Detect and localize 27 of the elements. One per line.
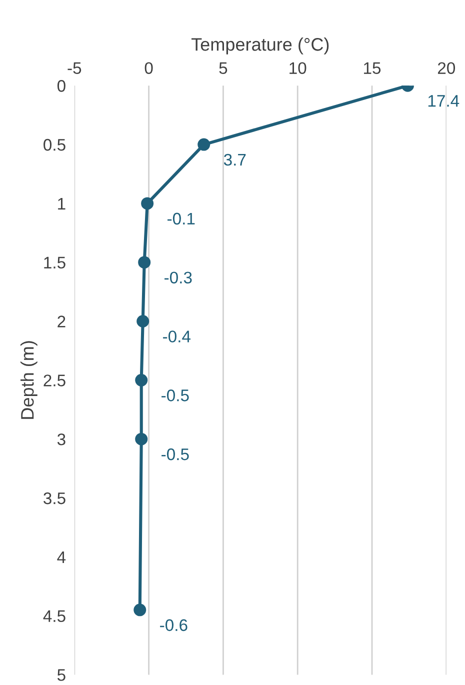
y-tick-label: 1 — [58, 198, 66, 210]
x-tick-label: 15 — [364, 62, 381, 74]
y-tick-label: 5 — [57, 669, 66, 681]
y-tick-label: 3.5 — [44, 492, 66, 504]
y-tick-label: 1.5 — [44, 256, 66, 269]
data-label: 3.7 — [224, 154, 246, 166]
y-tick-label: 3 — [57, 433, 66, 446]
y-tick-label: 4.5 — [43, 610, 66, 622]
data-label: -0.6 — [160, 619, 188, 632]
data-label: -0.1 — [167, 212, 195, 225]
x-tick-label: 5 — [219, 62, 228, 74]
y-tick-label: 2.5 — [44, 374, 66, 386]
x-tick-label: 0 — [144, 62, 153, 74]
y-tick-label: 0 — [57, 80, 66, 92]
y-tick-label: 0.5 — [44, 138, 66, 151]
data-label: -0.4 — [163, 330, 191, 342]
x-tick-label: -5 — [68, 62, 82, 74]
x-tick-label: 20 — [438, 62, 456, 74]
y-axis-title: Depth (m) — [20, 341, 38, 419]
y-tick-label: 2 — [58, 316, 66, 328]
data-label: 17.4 — [428, 95, 460, 107]
data-label: -0.5 — [162, 390, 189, 402]
data-label: -0.5 — [162, 448, 189, 460]
y-tick-label: 4 — [57, 551, 66, 563]
x-axis-title: Temperature (°C) — [191, 38, 329, 54]
x-tick-label: 10 — [290, 62, 306, 74]
data-label: -0.3 — [164, 272, 192, 284]
